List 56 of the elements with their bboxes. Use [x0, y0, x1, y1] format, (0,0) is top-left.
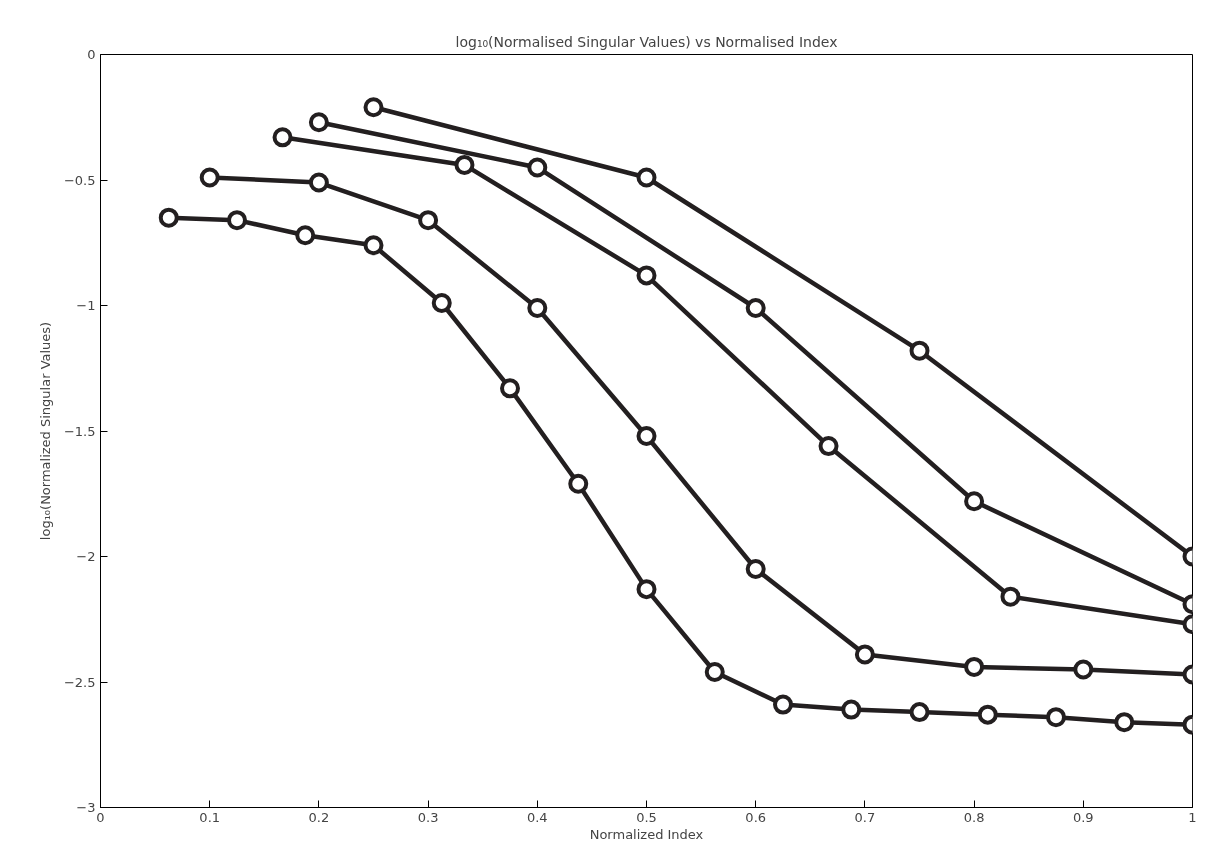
- x-tick-label: 0.9: [1072, 809, 1094, 825]
- point: [745, 298, 766, 318]
- point: [527, 157, 548, 178]
- point: [704, 661, 725, 682]
- point: [977, 704, 998, 725]
- point: [363, 97, 384, 118]
- x-tick-label: 1: [1188, 809, 1197, 825]
- point: [199, 167, 220, 188]
- point: [818, 436, 839, 457]
- point: [964, 656, 985, 677]
- point: [854, 644, 875, 665]
- y-tick-label: −1: [76, 298, 96, 313]
- x-tick-label: 0.5: [636, 809, 657, 825]
- point: [1046, 707, 1066, 728]
- x-tick-label: 0.1: [199, 809, 221, 825]
- x-tick-label: 0.8: [963, 809, 985, 825]
- point: [527, 298, 548, 318]
- point: [158, 207, 179, 228]
- y-tick-label: −1.5: [63, 423, 96, 439]
- x-tick-label: 0.2: [308, 809, 330, 825]
- y-tick-label: −2: [76, 549, 96, 564]
- y-tick-label: 0: [87, 47, 96, 62]
- y-tick-label: −2.5: [63, 674, 96, 690]
- point: [841, 699, 862, 720]
- point: [568, 473, 589, 494]
- point: [773, 694, 793, 715]
- y-axis-title: log₁₀(Normalized Singular Values): [37, 321, 53, 541]
- point: [964, 491, 985, 512]
- x-tick-label: 0.6: [745, 809, 767, 825]
- point: [1073, 659, 1094, 680]
- point: [909, 702, 930, 723]
- point: [431, 293, 452, 313]
- point: [909, 340, 930, 361]
- point: [636, 265, 657, 286]
- point: [454, 154, 475, 175]
- chart-title: log₁₀(Normalised Singular Values) vs Normalised Index: [455, 33, 838, 50]
- y-tick-label: −3: [76, 800, 96, 815]
- point: [308, 172, 329, 193]
- point: [308, 112, 329, 133]
- x-tick-label: 0.4: [526, 809, 548, 825]
- x-tick-label: 0.7: [854, 809, 876, 825]
- point: [227, 210, 247, 231]
- x-axis-title: Normalized Index: [589, 826, 704, 842]
- point: [295, 225, 316, 246]
- point: [272, 127, 293, 148]
- point: [363, 235, 384, 256]
- point: [745, 559, 766, 580]
- x-tick-label: 0.3: [417, 809, 439, 825]
- point: [1114, 712, 1135, 733]
- point: [1000, 586, 1021, 607]
- point: [636, 579, 657, 600]
- point: [500, 378, 520, 399]
- point: [418, 210, 439, 231]
- y-tick-label: −0.5: [63, 172, 96, 188]
- point: [636, 426, 657, 446]
- point: [636, 167, 657, 188]
